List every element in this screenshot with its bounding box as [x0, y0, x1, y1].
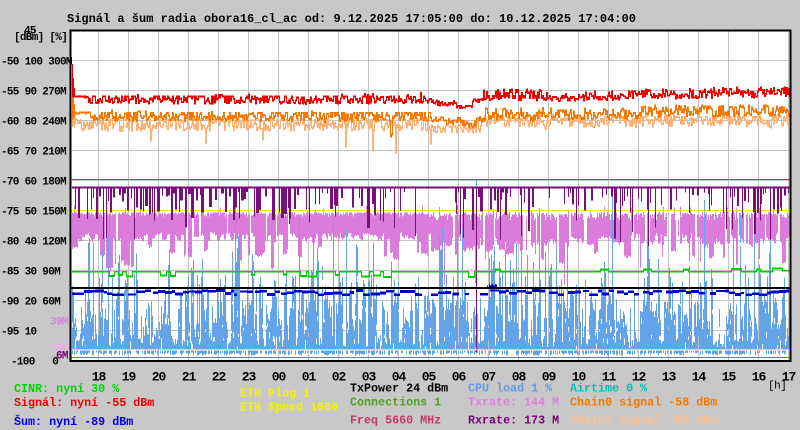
svg-text:06: 06: [452, 370, 467, 385]
svg-text:00: 00: [272, 370, 287, 385]
svg-text:14: 14: [692, 370, 707, 385]
svg-text:16: 16: [752, 370, 767, 385]
svg-text:15: 15: [722, 370, 737, 385]
svg-text:-95 10: -95 10: [1, 327, 37, 339]
svg-text:Šum: nyní -89 dBm: Šum: nyní -89 dBm: [14, 415, 133, 429]
svg-text:07: 07: [482, 370, 496, 385]
svg-text:18: 18: [92, 370, 107, 385]
svg-text:22: 22: [212, 370, 227, 385]
svg-text:-65 70 210M: -65 70 210M: [1, 147, 67, 159]
svg-text:13M: 13M: [50, 343, 69, 355]
svg-text:-60 80 240M: -60 80 240M: [1, 117, 67, 129]
svg-text:ETH Speed 1000: ETH Speed 1000: [240, 401, 338, 415]
svg-text:11: 11: [602, 370, 617, 385]
svg-text:Airtime 0 %: Airtime 0 %: [570, 382, 648, 396]
svg-text:-55 90 270M: -55 90 270M: [1, 87, 67, 99]
svg-text:20: 20: [152, 370, 167, 385]
svg-text:-100 0: -100 0: [11, 357, 58, 369]
svg-text:Freq 5660 MHz: Freq 5660 MHz: [350, 414, 441, 428]
svg-text:CINR: nyní 30 %: CINR: nyní 30 %: [14, 382, 120, 396]
svg-text:CPU load 1 %: CPU load 1 %: [468, 382, 553, 396]
svg-text:-50 100 300M: -50 100 300M: [1, 57, 73, 69]
svg-text:23: 23: [242, 370, 257, 385]
svg-text:05: 05: [422, 370, 437, 385]
svg-text:Connections 1: Connections 1: [350, 396, 441, 410]
svg-text:-70 60 180M: -70 60 180M: [1, 177, 67, 189]
svg-text:-80 40 120M: -80 40 120M: [1, 237, 67, 249]
svg-text:10: 10: [572, 370, 587, 385]
svg-text:6M: 6M: [56, 351, 69, 363]
svg-text:21: 21: [182, 370, 197, 385]
svg-text:17: 17: [782, 370, 796, 385]
svg-text:Rxrate: 173 M: Rxrate: 173 M: [468, 414, 559, 428]
svg-text:01: 01: [302, 370, 317, 385]
svg-text:39M: 39M: [50, 317, 69, 329]
svg-text:02: 02: [332, 370, 347, 385]
svg-text:Signál a šum radia obora16_cl_: Signál a šum radia obora16_cl_ac od: 9.1…: [67, 12, 636, 26]
svg-text:09: 09: [542, 370, 557, 385]
svg-text:Chain1 signal -58 dBm: Chain1 signal -58 dBm: [570, 414, 717, 428]
svg-text:12: 12: [632, 370, 647, 385]
svg-text:Chain0 signal -58 dBm: Chain0 signal -58 dBm: [570, 396, 717, 410]
svg-text:03: 03: [362, 370, 377, 385]
svg-text:TxPower 24 dBm: TxPower 24 dBm: [350, 382, 448, 396]
svg-text:45: 45: [24, 26, 37, 38]
svg-text:04: 04: [392, 370, 407, 385]
svg-text:-75 50 150M: -75 50 150M: [1, 207, 67, 219]
svg-text:Txrate: 144 M: Txrate: 144 M: [468, 396, 559, 410]
svg-text:-85 30 90M: -85 30 90M: [1, 267, 61, 279]
svg-text:08: 08: [512, 370, 527, 385]
svg-text:-90 20 60M: -90 20 60M: [1, 297, 61, 309]
svg-text:ETH Plug 1: ETH Plug 1: [240, 387, 310, 401]
svg-text:[dBm] [%]: [dBm] [%]: [14, 32, 67, 44]
svg-text:Signál: nyní -55 dBm: Signál: nyní -55 dBm: [14, 396, 154, 410]
svg-text:[h]: [h]: [768, 381, 786, 393]
svg-text:19: 19: [122, 370, 137, 385]
svg-text:13: 13: [662, 370, 677, 385]
